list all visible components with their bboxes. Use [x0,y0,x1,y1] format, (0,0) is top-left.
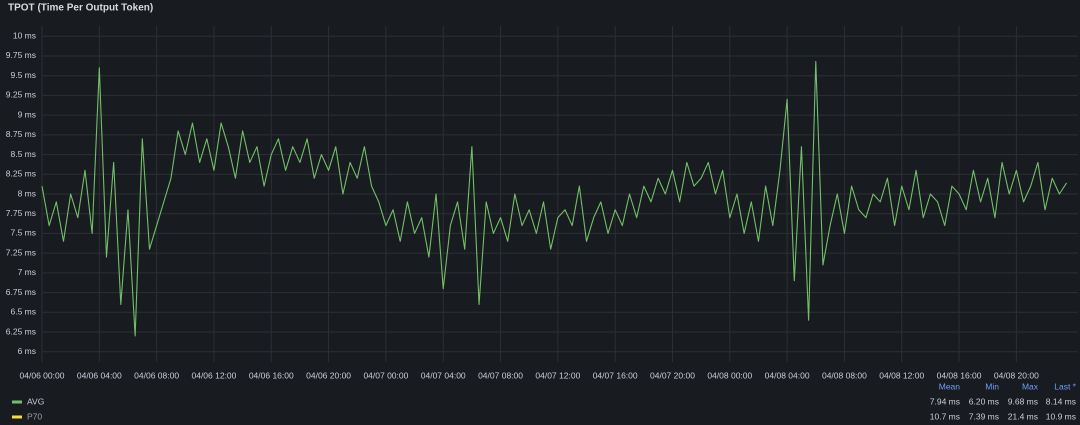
y-tick-label: 8.25 ms [6,169,36,179]
x-tick-label: 04/06 04:00 [77,370,122,380]
y-tick-label: 6.75 ms [6,287,36,297]
series-line [41,60,1068,337]
legend-stat: 10.7 ms [930,411,960,421]
x-tick-label: 04/08 08:00 [822,370,867,380]
legend-name: AVG [27,396,44,406]
x-tick-label: 04/08 00:00 [707,370,752,380]
y-tick-label: 7.75 ms [6,208,36,218]
legend-stat: 7.39 ms [969,411,999,421]
y-tick-label: 9.25 ms [6,90,36,100]
y-tick-label: 7.25 ms [6,247,36,257]
x-tick-label: 04/06 00:00 [20,370,65,380]
y-tick-label: 9.5 ms [10,70,36,80]
legend: Mean Min Max Last * AVG 7.94 ms 6.20 ms 9.68 ms… [12,381,1077,421]
panel-title: TPOT (Time Per Output Token) [8,3,153,14]
legend-column-header: Mean [939,381,961,391]
x-tick-label: 04/07 08:00 [478,370,523,380]
y-tick-label: 6.25 ms [6,326,36,336]
y-tick-label: 8.75 ms [6,129,36,139]
x-tick-label: 04/06 12:00 [191,370,236,380]
y-tick-label: 8.5 ms [10,149,36,159]
grid: 6 ms 6.25 ms 6.5 ms 6.75 ms 7 ms 7.25 ms 7.5 m… [6,26,1078,380]
legend-stat: 9.68 ms [1008,396,1038,406]
y-tick-label: 6 ms [18,346,36,356]
y-tick-label: 10 ms [13,31,36,41]
plot [41,60,1068,337]
y-tick-label: 7.5 ms [10,228,36,238]
x-tick-label: 04/06 20:00 [306,370,351,380]
x-tick-label: 04/08 16:00 [937,370,982,380]
legend-stat: 10.9 ms [1046,411,1076,421]
y-tick-label: 8 ms [18,188,36,198]
y-tick-label: 6.5 ms [10,307,36,317]
x-tick-label: 04/08 12:00 [879,370,924,380]
x-tick-label: 04/07 12:00 [535,370,580,380]
legend-column-header: Min [985,381,999,391]
x-tick-label: 04/08 20:00 [994,370,1039,380]
y-tick-label: 7 ms [18,267,36,277]
x-tick-label: 04/07 16:00 [593,370,638,380]
x-tick-label: 04/07 04:00 [421,370,466,380]
x-tick-label: 04/07 00:00 [363,370,408,380]
y-tick-label: 9.75 ms [6,50,36,60]
legend-name: P70 [27,411,42,421]
legend-stat: 8.14 ms [1046,396,1076,406]
x-tick-label: 04/06 08:00 [134,370,179,380]
legend-stat: 21.4 ms [1008,411,1038,421]
legend-column-header: Last * [1054,381,1076,391]
legend-stat: 7.94 ms [930,396,960,406]
y-tick-label: 9 ms [18,109,36,119]
x-tick-label: 04/07 20:00 [650,370,695,380]
legend-column-header: Max [1022,381,1039,391]
legend-stat: 6.20 ms [969,396,999,406]
x-tick-label: 04/06 16:00 [249,370,294,380]
x-tick-label: 04/08 04:00 [765,370,810,380]
